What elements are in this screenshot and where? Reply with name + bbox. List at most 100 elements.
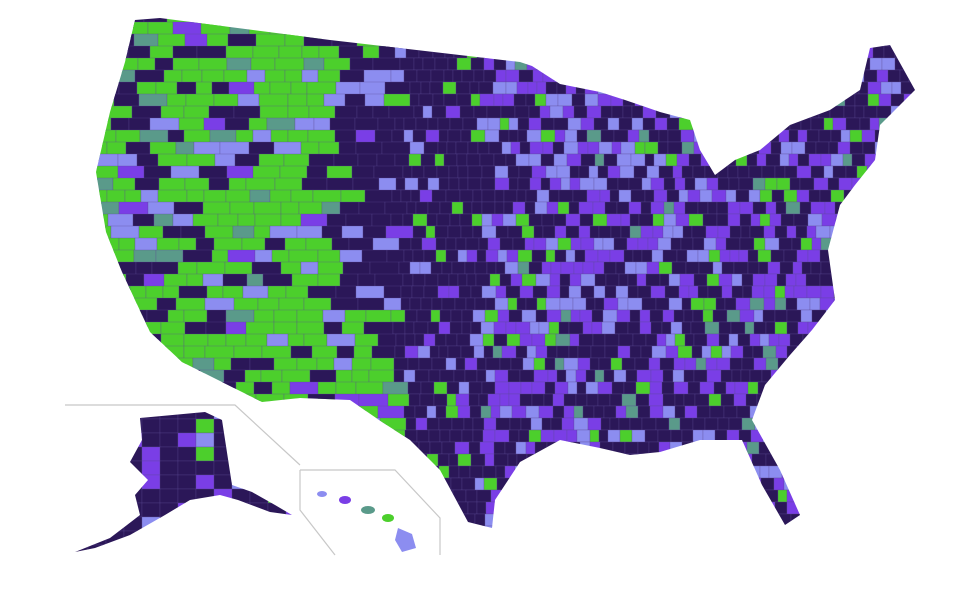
county [592,213,608,227]
county [420,381,435,395]
county [332,465,362,485]
county [819,249,832,263]
county [623,453,638,467]
county [734,381,749,395]
county [905,273,915,287]
county [810,165,825,179]
county [177,412,197,420]
county [450,477,463,491]
county [670,321,683,335]
county [487,393,501,407]
county [683,393,696,407]
county [174,369,201,386]
county [888,441,904,455]
county [539,465,555,479]
county [515,441,527,455]
county [454,441,470,455]
county [900,105,914,119]
hawaii-border [299,470,336,556]
county [644,429,659,443]
county [645,333,658,347]
county [476,501,487,515]
county [575,81,586,95]
county [562,465,578,479]
county [790,369,804,383]
county [909,357,915,371]
county [825,309,840,323]
county [575,393,588,407]
county [902,18,914,23]
county [520,381,533,395]
county [648,441,660,455]
county [830,357,846,371]
county [594,273,607,287]
county [566,429,578,443]
county [777,45,791,59]
county [641,538,650,550]
county [593,237,604,251]
county [859,18,873,23]
county [547,369,558,383]
county [546,285,561,299]
county [87,460,107,476]
county [516,81,529,95]
county [191,393,220,413]
county [891,201,905,215]
county [823,165,834,179]
county [545,81,558,95]
county [616,201,630,215]
county [75,432,89,448]
county [195,412,215,420]
county [858,273,873,287]
county [757,381,772,395]
hawaii-island [317,491,327,497]
county [867,261,880,275]
county [558,321,570,335]
county [767,21,778,35]
county [673,18,689,23]
county [778,18,792,23]
county [505,321,517,335]
county [719,45,733,59]
county [459,213,473,227]
county [749,405,760,419]
county [404,309,418,323]
county [285,488,292,504]
county [776,177,791,191]
county [646,261,660,275]
county [419,261,432,275]
county [521,273,537,287]
county [508,393,521,407]
county [907,309,915,323]
county [400,189,412,203]
county [779,405,795,419]
county [428,429,441,443]
county [753,309,764,323]
county [806,405,818,419]
county [765,321,776,335]
county [880,501,895,515]
county [877,538,891,550]
county [545,249,556,263]
county [743,81,757,95]
county [796,249,809,263]
county [610,225,622,239]
county [908,297,915,311]
county [481,381,496,395]
county [650,285,666,299]
county [549,273,561,287]
county [890,177,902,191]
county [852,453,865,467]
county [466,153,481,167]
county [549,105,564,119]
county [445,501,459,515]
county [774,501,788,515]
county [498,501,513,515]
county [667,141,683,155]
county [893,501,909,515]
county [159,538,180,554]
county [427,538,437,550]
county [628,45,643,59]
county [493,441,506,455]
county [838,177,853,191]
